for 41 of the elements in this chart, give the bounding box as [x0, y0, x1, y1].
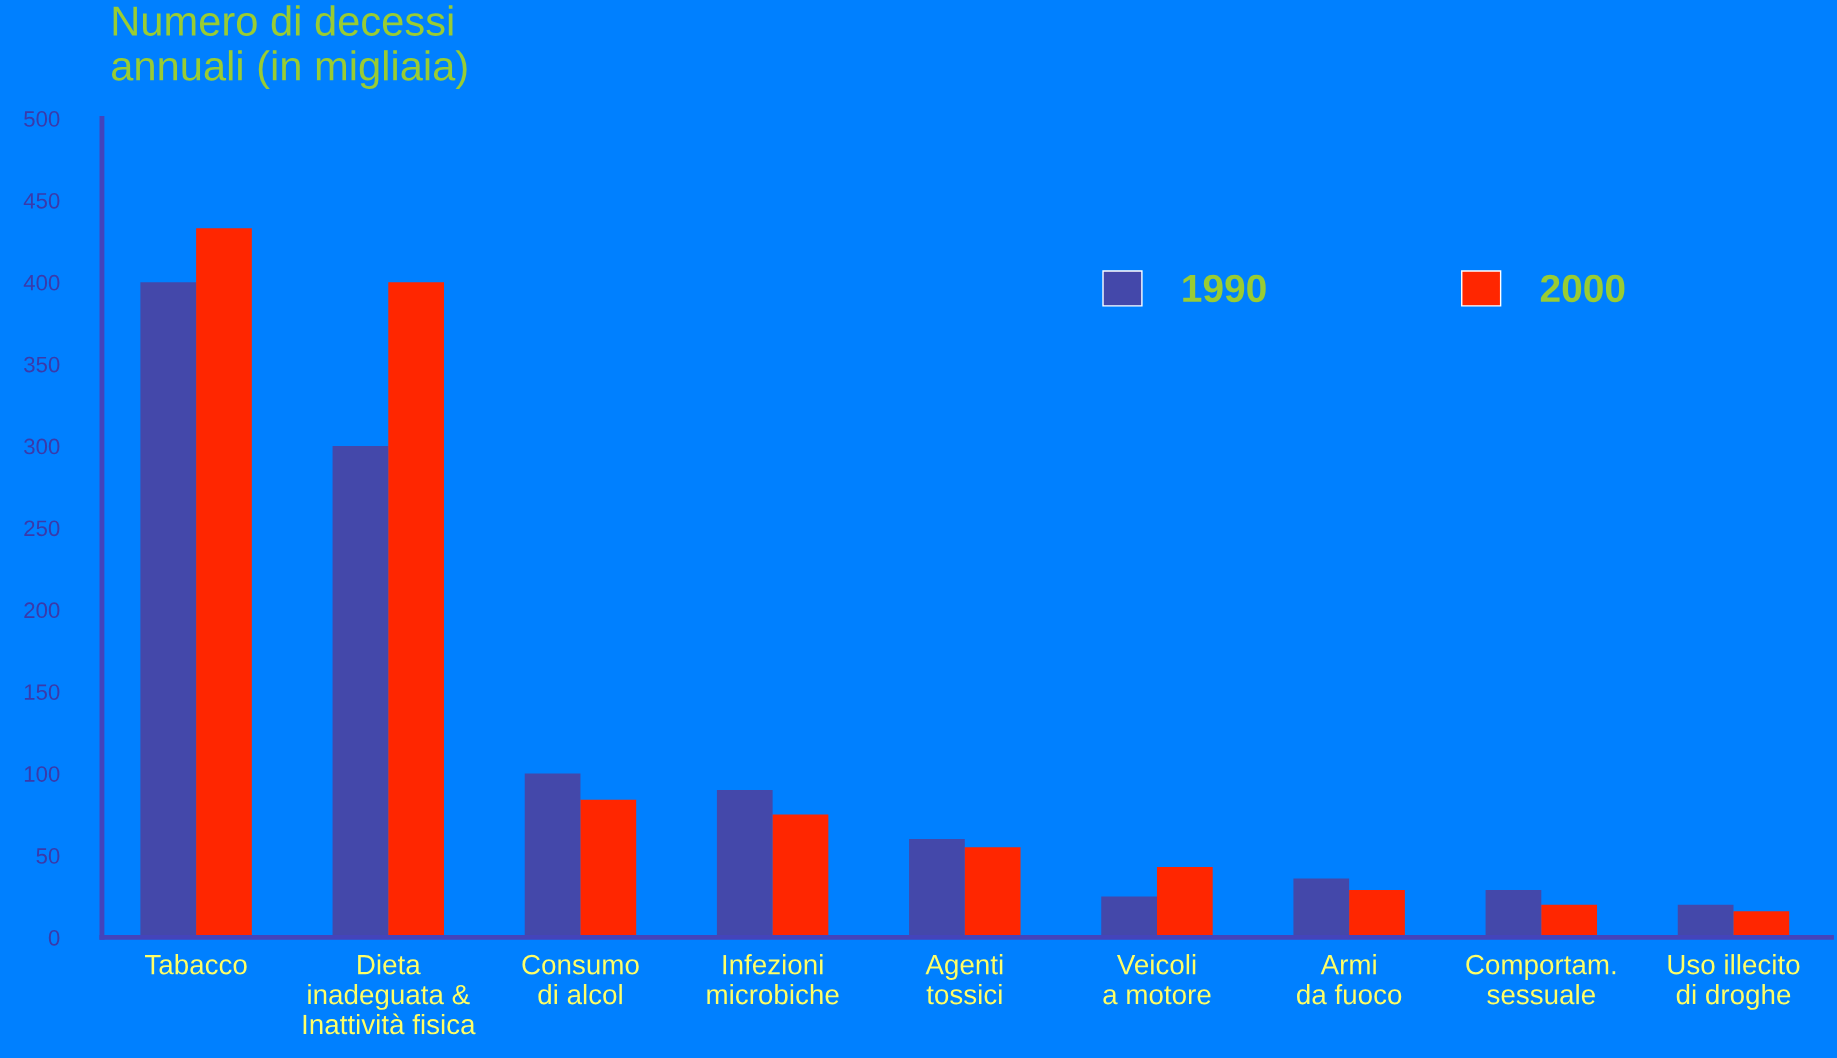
- x-tick-label: Dieta inadeguata & Inattività fisica: [303, 954, 476, 1035]
- bar: [716, 789, 773, 938]
- bar: [1485, 889, 1542, 938]
- y-tick-label: 400: [23, 274, 60, 291]
- bar: [524, 773, 581, 938]
- bar: [772, 814, 829, 938]
- bar: [332, 446, 389, 938]
- x-tick-label: Agenti tossici: [925, 954, 1003, 1005]
- x-tick-label: Infezioni microbiche: [707, 954, 839, 1005]
- x-tick-label: Comportam. sessuale: [1466, 954, 1616, 1005]
- bar: [196, 228, 252, 938]
- y-tick-label: 300: [24, 438, 60, 455]
- x-tick-label: Veicoli a motore: [1103, 954, 1211, 1005]
- bar: [1541, 904, 1598, 938]
- y-tick-label: 450: [23, 192, 60, 209]
- bar: [909, 839, 965, 938]
- bar: [1733, 911, 1790, 938]
- y-tick-label: 100: [24, 766, 60, 782]
- y-tick-label: 50: [36, 848, 60, 864]
- bar: [388, 282, 445, 938]
- y-tick-label: 500: [24, 111, 60, 127]
- x-tick-label: Uso illecito di droghe: [1668, 954, 1800, 1010]
- chart-title: Numero di decessi annuali (in migliaia): [111, 5, 467, 90]
- bar: [580, 799, 637, 938]
- bar: [1677, 904, 1734, 938]
- y-tick-label: 0: [48, 929, 60, 946]
- bar: [1101, 896, 1157, 938]
- bar: [964, 847, 1021, 938]
- legend-label: 1990: [1183, 274, 1266, 303]
- legend-label: 2000: [1540, 274, 1625, 303]
- y-tick-label: 350: [24, 356, 60, 373]
- y-tick-label: 150: [24, 684, 60, 700]
- bar: [1156, 866, 1213, 938]
- x-tick-label: Consumo di alcol: [522, 954, 639, 1005]
- x-tick-label: Tabacco: [145, 954, 247, 975]
- bar: [1293, 878, 1350, 938]
- bar: [1349, 889, 1405, 938]
- bar: [140, 282, 197, 938]
- y-tick-label: 250: [24, 520, 60, 537]
- y-tick-label: 200: [24, 602, 60, 619]
- x-tick-label: Armi da fuoco: [1297, 954, 1402, 1005]
